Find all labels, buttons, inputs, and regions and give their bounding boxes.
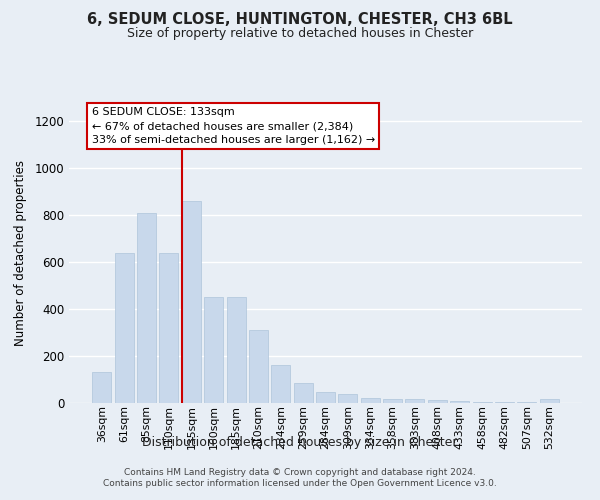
Bar [160,252,178,402]
Bar [293,382,313,402]
Bar [204,297,223,403]
Text: Size of property relative to detached houses in Chester: Size of property relative to detached ho… [127,28,473,40]
Bar [249,330,268,402]
Bar [383,399,402,402]
Text: 6, SEDUM CLOSE, HUNTINGTON, CHESTER, CH3 6BL: 6, SEDUM CLOSE, HUNTINGTON, CHESTER, CH3… [87,12,513,28]
Bar [115,252,134,402]
Bar [182,201,201,402]
Bar [428,400,447,402]
Bar [316,392,335,402]
Bar [92,372,112,402]
Bar [361,398,380,402]
Bar [227,297,245,403]
Y-axis label: Number of detached properties: Number of detached properties [14,160,28,346]
Bar [406,399,424,402]
Bar [338,394,358,402]
Bar [137,212,156,402]
Text: Contains HM Land Registry data © Crown copyright and database right 2024.
Contai: Contains HM Land Registry data © Crown c… [103,468,497,487]
Bar [539,399,559,402]
Text: Distribution of detached houses by size in Chester: Distribution of detached houses by size … [142,436,458,449]
Bar [271,365,290,403]
Text: 6 SEDUM CLOSE: 133sqm
← 67% of detached houses are smaller (2,384)
33% of semi-d: 6 SEDUM CLOSE: 133sqm ← 67% of detached … [92,107,375,145]
